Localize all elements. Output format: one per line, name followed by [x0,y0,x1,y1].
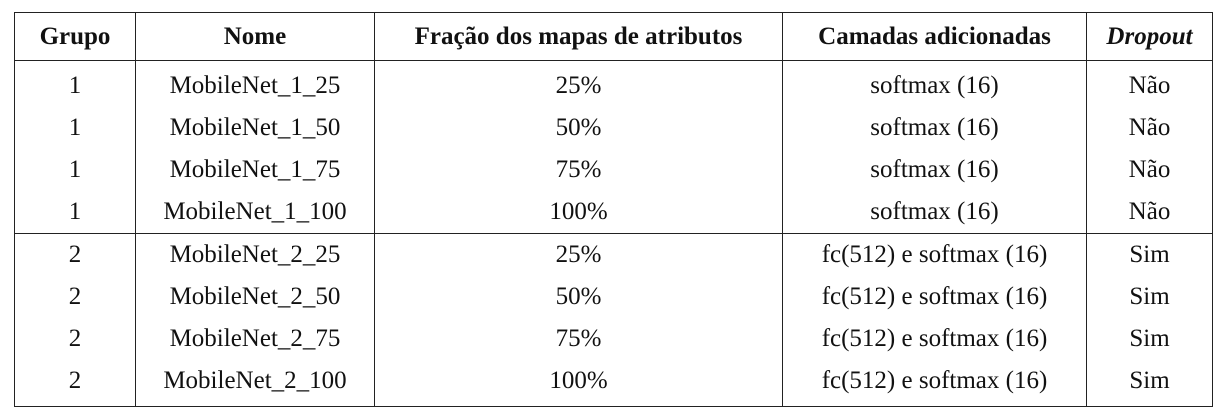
table-row: 1 MobileNet_1_100 100% softmax (16) Não [14,191,1213,234]
cell-camadas: fc(512) e softmax (16) [782,318,1087,360]
cell-camadas: softmax (16) [782,107,1087,149]
cell-fracao: 75% [374,149,783,191]
header-grupo: Grupo [14,12,136,61]
header-row: Grupo Nome Fração dos mapas de atributos… [14,12,1213,61]
cell-dropout: Não [1086,60,1213,107]
cell-nome: MobileNet_2_50 [135,276,375,318]
table-row: 1 MobileNet_1_75 75% softmax (16) Não [14,149,1213,191]
cell-camadas: softmax (16) [782,60,1087,107]
cell-nome: MobileNet_2_100 [135,360,375,407]
cell-nome: MobileNet_2_75 [135,318,375,360]
table-body: 1 MobileNet_1_25 25% softmax (16) Não 1 … [14,60,1213,407]
cell-fracao: 100% [374,360,783,407]
cell-camadas: fc(512) e softmax (16) [782,360,1087,407]
cell-grupo: 2 [14,318,136,360]
cell-nome: MobileNet_1_25 [135,60,375,107]
table-row: 1 MobileNet_1_25 25% softmax (16) Não [14,60,1213,107]
table-row: 2 MobileNet_2_75 75% fc(512) e softmax (… [14,318,1213,360]
cell-fracao: 50% [374,276,783,318]
table-row: 2 MobileNet_2_100 100% fc(512) e softmax… [14,360,1213,407]
header-fracao: Fração dos mapas de atributos [374,12,783,61]
header-camadas: Camadas adicionadas [782,12,1087,61]
cell-dropout: Não [1086,191,1213,234]
cell-camadas: softmax (16) [782,191,1087,234]
cell-grupo: 1 [14,149,136,191]
cell-camadas: fc(512) e softmax (16) [782,233,1087,276]
cell-grupo: 2 [14,233,136,276]
cell-dropout: Sim [1086,318,1213,360]
cell-nome: MobileNet_2_25 [135,233,375,276]
cell-fracao: 50% [374,107,783,149]
cell-nome: MobileNet_1_100 [135,191,375,234]
table-header: Grupo Nome Fração dos mapas de atributos… [14,12,1213,61]
cell-nome: MobileNet_1_75 [135,149,375,191]
cell-fracao: 25% [374,60,783,107]
cell-dropout: Não [1086,149,1213,191]
cell-fracao: 100% [374,191,783,234]
cell-dropout: Não [1086,107,1213,149]
cell-fracao: 25% [374,233,783,276]
cell-grupo: 2 [14,360,136,407]
header-nome: Nome [135,12,375,61]
cell-camadas: softmax (16) [782,149,1087,191]
table-row: 2 MobileNet_2_50 50% fc(512) e softmax (… [14,276,1213,318]
results-table: Grupo Nome Fração dos mapas de atributos… [14,12,1213,407]
table-row: 1 MobileNet_1_50 50% softmax (16) Não [14,107,1213,149]
cell-camadas: fc(512) e softmax (16) [782,276,1087,318]
cell-grupo: 2 [14,276,136,318]
cell-grupo: 1 [14,191,136,234]
cell-dropout: Sim [1086,233,1213,276]
header-dropout: Dropout [1086,12,1213,61]
cell-grupo: 1 [14,107,136,149]
table-row: 2 MobileNet_2_25 25% fc(512) e softmax (… [14,233,1213,276]
cell-dropout: Sim [1086,360,1213,407]
cell-dropout: Sim [1086,276,1213,318]
cell-grupo: 1 [14,60,136,107]
cell-fracao: 75% [374,318,783,360]
cell-nome: MobileNet_1_50 [135,107,375,149]
